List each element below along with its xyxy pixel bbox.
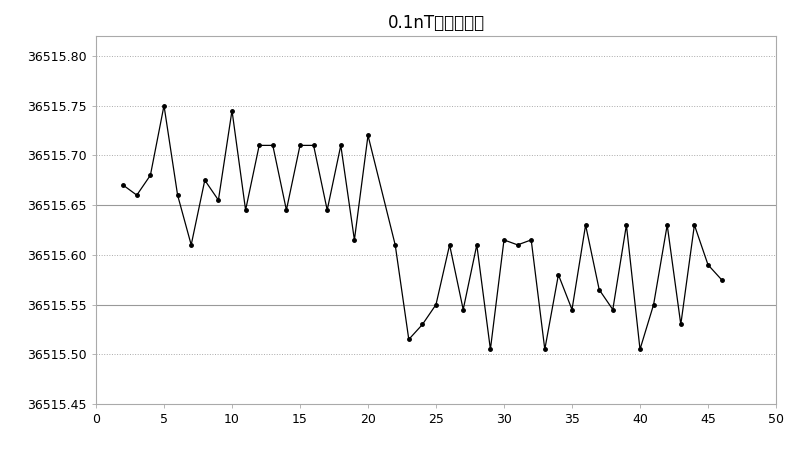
Title: 0.1nT分辨力测试: 0.1nT分辨力测试 bbox=[387, 13, 485, 31]
